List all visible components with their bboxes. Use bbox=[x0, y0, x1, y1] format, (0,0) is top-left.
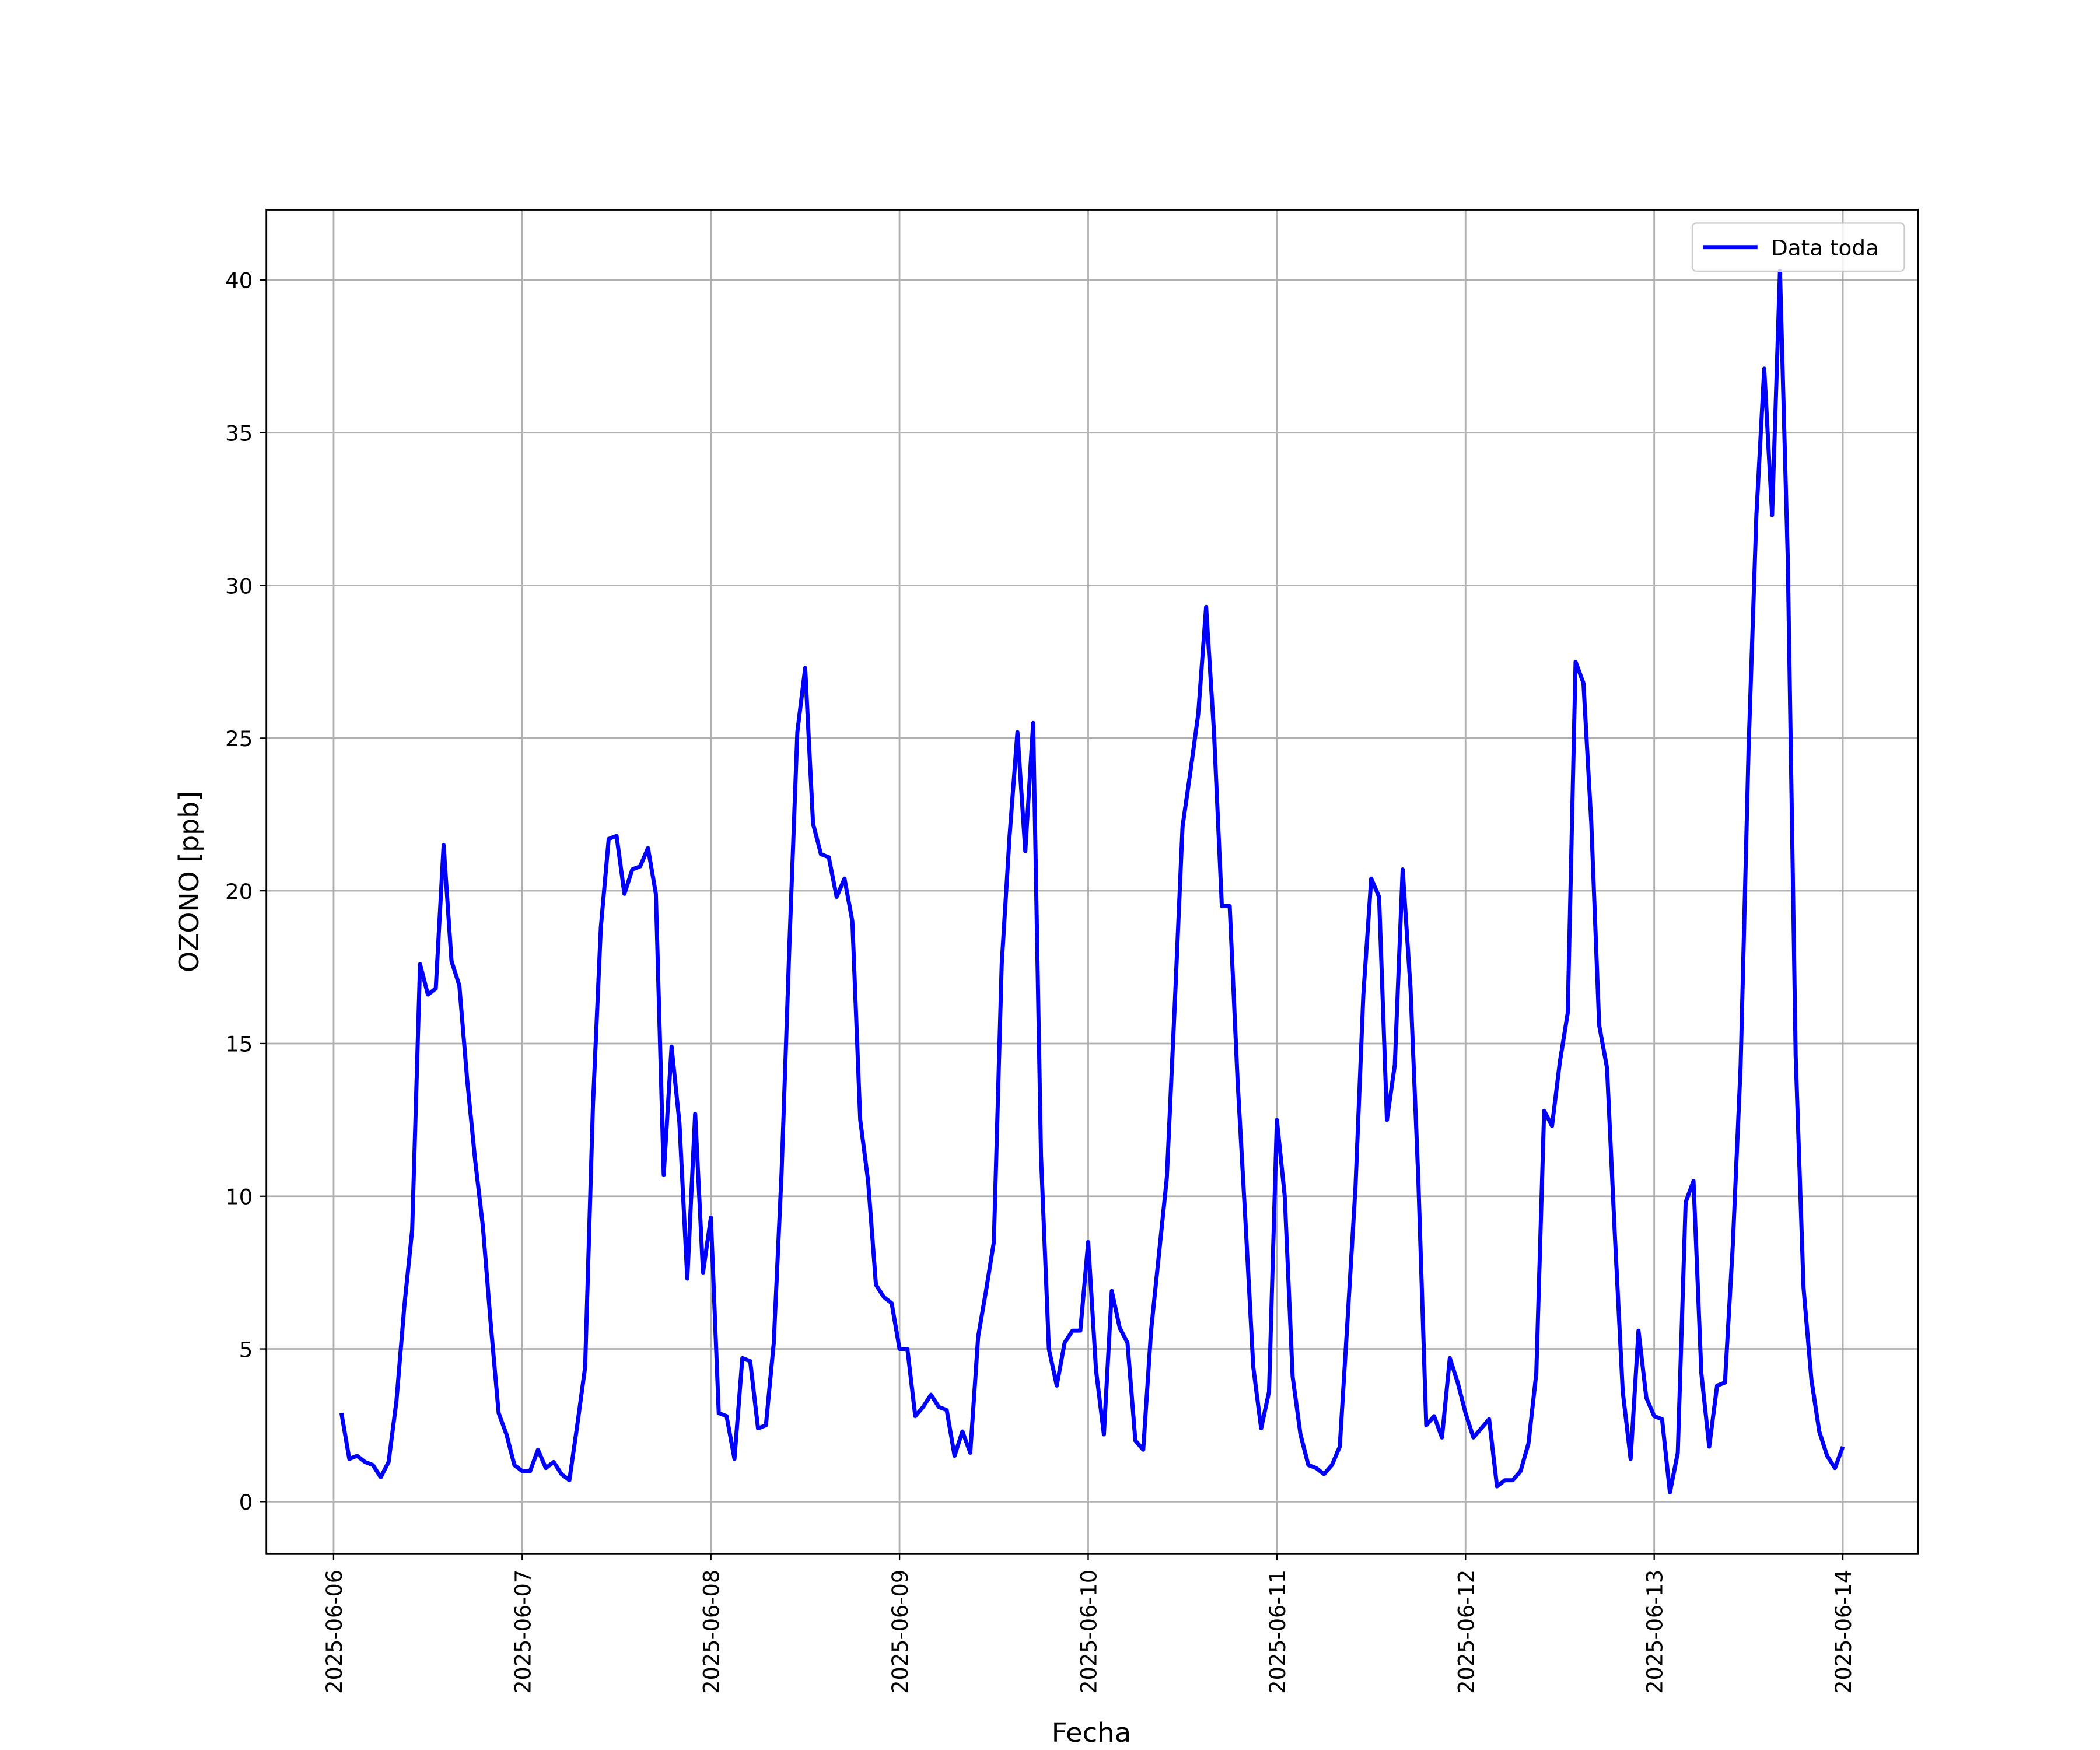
x-tick-label: 2025-06-08 bbox=[699, 1570, 724, 1694]
x-tick-label: 2025-06-12 bbox=[1454, 1570, 1479, 1694]
y-axis-label: OZONO [ppb] bbox=[173, 791, 205, 972]
y-tick-label: 20 bbox=[225, 879, 253, 904]
x-tick-label: 2025-06-06 bbox=[322, 1570, 347, 1694]
x-axis-label: Fecha bbox=[1052, 1717, 1132, 1749]
data-line bbox=[339, 268, 1845, 1495]
y-tick-label: 30 bbox=[225, 574, 253, 599]
y-tick-label: 25 bbox=[225, 726, 253, 751]
grid bbox=[266, 209, 1918, 1554]
legend-box bbox=[1691, 222, 1905, 272]
y-tick-label: 10 bbox=[225, 1185, 253, 1210]
y-tick-label: 40 bbox=[225, 268, 253, 293]
y-tick-label: 35 bbox=[225, 421, 253, 446]
y-tick-label: 0 bbox=[239, 1490, 253, 1515]
legend-label: Data toda bbox=[1771, 236, 1879, 261]
y-tick-label: 5 bbox=[239, 1338, 253, 1363]
x-tick-label: 2025-06-13 bbox=[1642, 1570, 1667, 1694]
x-tick-label: 2025-06-09 bbox=[888, 1570, 913, 1694]
plot-frame bbox=[265, 209, 1919, 1555]
x-tick-label: 2025-06-10 bbox=[1076, 1570, 1101, 1694]
x-tick-label: 2025-06-14 bbox=[1831, 1570, 1856, 1694]
y-tick-label: 15 bbox=[225, 1032, 253, 1057]
x-tick-label: 2025-06-07 bbox=[510, 1570, 536, 1694]
x-tick-label: 2025-06-11 bbox=[1265, 1570, 1290, 1694]
